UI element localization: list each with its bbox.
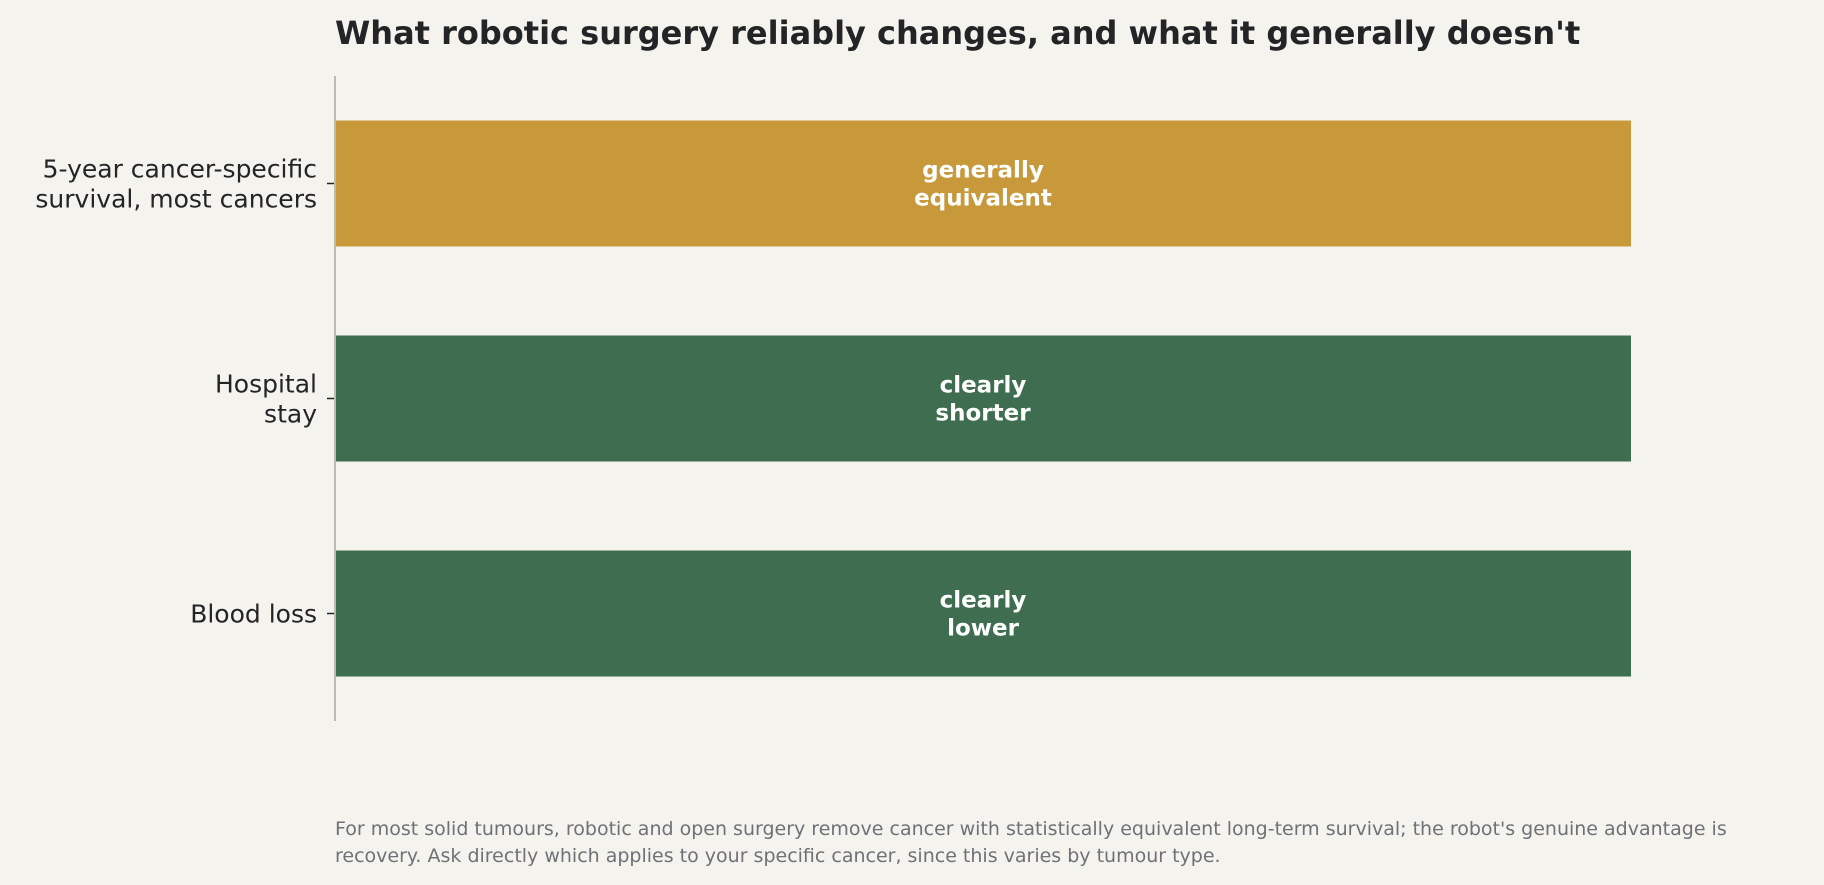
chart-title: What robotic surgery reliably changes, a…	[335, 14, 1581, 52]
bar-5-year-cancer-specific-survival-most-cancers	[335, 120, 1631, 247]
bar-blood-loss	[335, 550, 1631, 677]
y-tick-label-5-year-cancer-specific-survival-most-cancers: 5-year cancer-specific survival, most can…	[35, 155, 317, 214]
y-tick-label-hospital-stay: Hospital stay	[215, 370, 317, 429]
chart-footnote: For most solid tumours, robotic and open…	[335, 818, 1727, 867]
bars-layer	[335, 120, 1631, 677]
bar-label-5-year-cancer-specific-survival-most-cancers: generally equivalent	[914, 158, 1052, 212]
labels-layer: generally equivalent 5-year cancer-specifi…	[35, 155, 1051, 642]
bar-hospital-stay	[335, 335, 1631, 462]
bar-label-blood-loss: clearly lower	[940, 588, 1027, 642]
y-tick-label-blood-loss: Blood loss	[190, 600, 317, 629]
bar-label-hospital-stay: clearly shorter	[935, 373, 1031, 427]
